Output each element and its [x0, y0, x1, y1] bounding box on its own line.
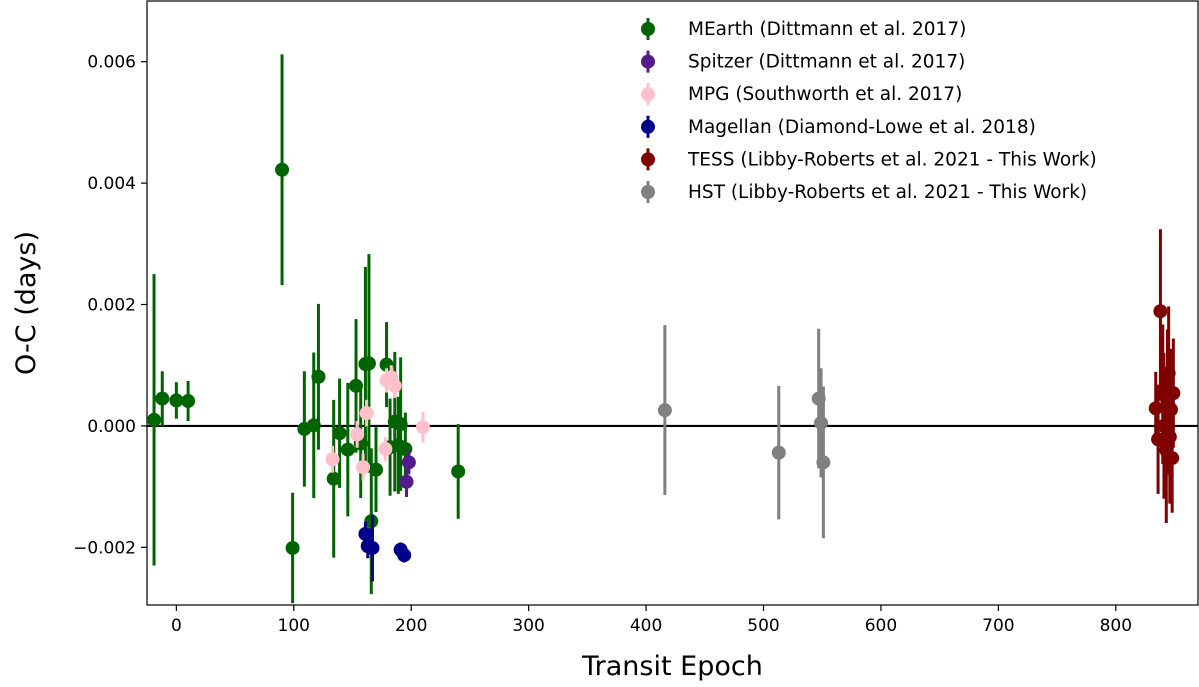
y-tick-label: 0.004 [87, 174, 136, 194]
data-point [1153, 304, 1168, 319]
data-point [814, 415, 829, 430]
data-point [657, 403, 672, 418]
data-point [326, 471, 341, 486]
series-5 [657, 325, 831, 539]
data-point [275, 162, 290, 177]
data-point [340, 442, 355, 457]
data-point [451, 464, 466, 479]
x-tick-label: 600 [865, 616, 897, 636]
data-point [332, 426, 347, 441]
data-point [356, 460, 371, 475]
data-point [415, 420, 430, 435]
data-point [1166, 386, 1181, 401]
data-point [147, 412, 162, 427]
data-point [155, 391, 170, 406]
legend-label: HST (Libby-Roberts et al. 2021 - This Wo… [688, 182, 1087, 203]
y-axis-label: O-C (days) [11, 231, 42, 375]
data-point [816, 455, 831, 470]
legend-label: Magellan (Diamond-Lowe et al. 2018) [688, 117, 1036, 138]
legend-label: MEarth (Dittmann et al. 2017) [688, 19, 966, 40]
legend-marker [641, 152, 655, 167]
y-tick-label: 0.000 [87, 417, 136, 437]
data-point [350, 427, 365, 442]
data-point [359, 406, 374, 421]
data-point [365, 540, 380, 555]
data-point [169, 393, 184, 408]
legend-label: TESS (Libby-Roberts et al. 2021 - This W… [687, 149, 1097, 170]
y-tick-label: 0.002 [87, 296, 136, 316]
y-tick-label: 0.006 [87, 53, 136, 73]
legend-marker [641, 87, 655, 102]
x-tick-label: 800 [1100, 616, 1132, 636]
data-point [311, 369, 326, 384]
legend-marker [641, 54, 655, 69]
data-point [368, 462, 383, 477]
series-4 [1148, 229, 1181, 524]
series-1 [399, 450, 416, 497]
data-point [181, 394, 196, 409]
data-point [1165, 451, 1180, 466]
y-tick-label: −0.002 [73, 538, 136, 558]
x-tick-label: 700 [982, 616, 1014, 636]
data-point [387, 378, 402, 393]
data-point [378, 441, 393, 456]
data-point [397, 548, 412, 563]
data-point [399, 474, 414, 489]
data-point [401, 455, 416, 470]
legend-label: Spitzer (Dittmann et al. 2017) [688, 52, 965, 73]
data-point [285, 540, 300, 555]
x-tick-label: 400 [630, 616, 662, 636]
data-point [358, 526, 373, 541]
legend-marker [641, 185, 655, 199]
data-point [771, 445, 786, 460]
series-0 [147, 54, 466, 604]
legend-label: MPG (Southworth et al. 2017) [688, 84, 962, 105]
x-tick-label: 100 [278, 616, 310, 636]
x-tick-label: 0 [171, 616, 182, 636]
x-tick-label: 300 [512, 616, 544, 636]
legend-marker [641, 22, 655, 36]
plot-frame [146, 0, 1199, 606]
data-point [325, 452, 340, 467]
x-tick-label: 200 [395, 616, 427, 636]
x-tick-label: 500 [747, 616, 779, 636]
x-axis-label: Transit Epoch [581, 651, 763, 682]
series-2 [325, 365, 430, 481]
data-point [361, 356, 376, 371]
legend-marker [641, 119, 655, 134]
series-3 [358, 514, 412, 582]
